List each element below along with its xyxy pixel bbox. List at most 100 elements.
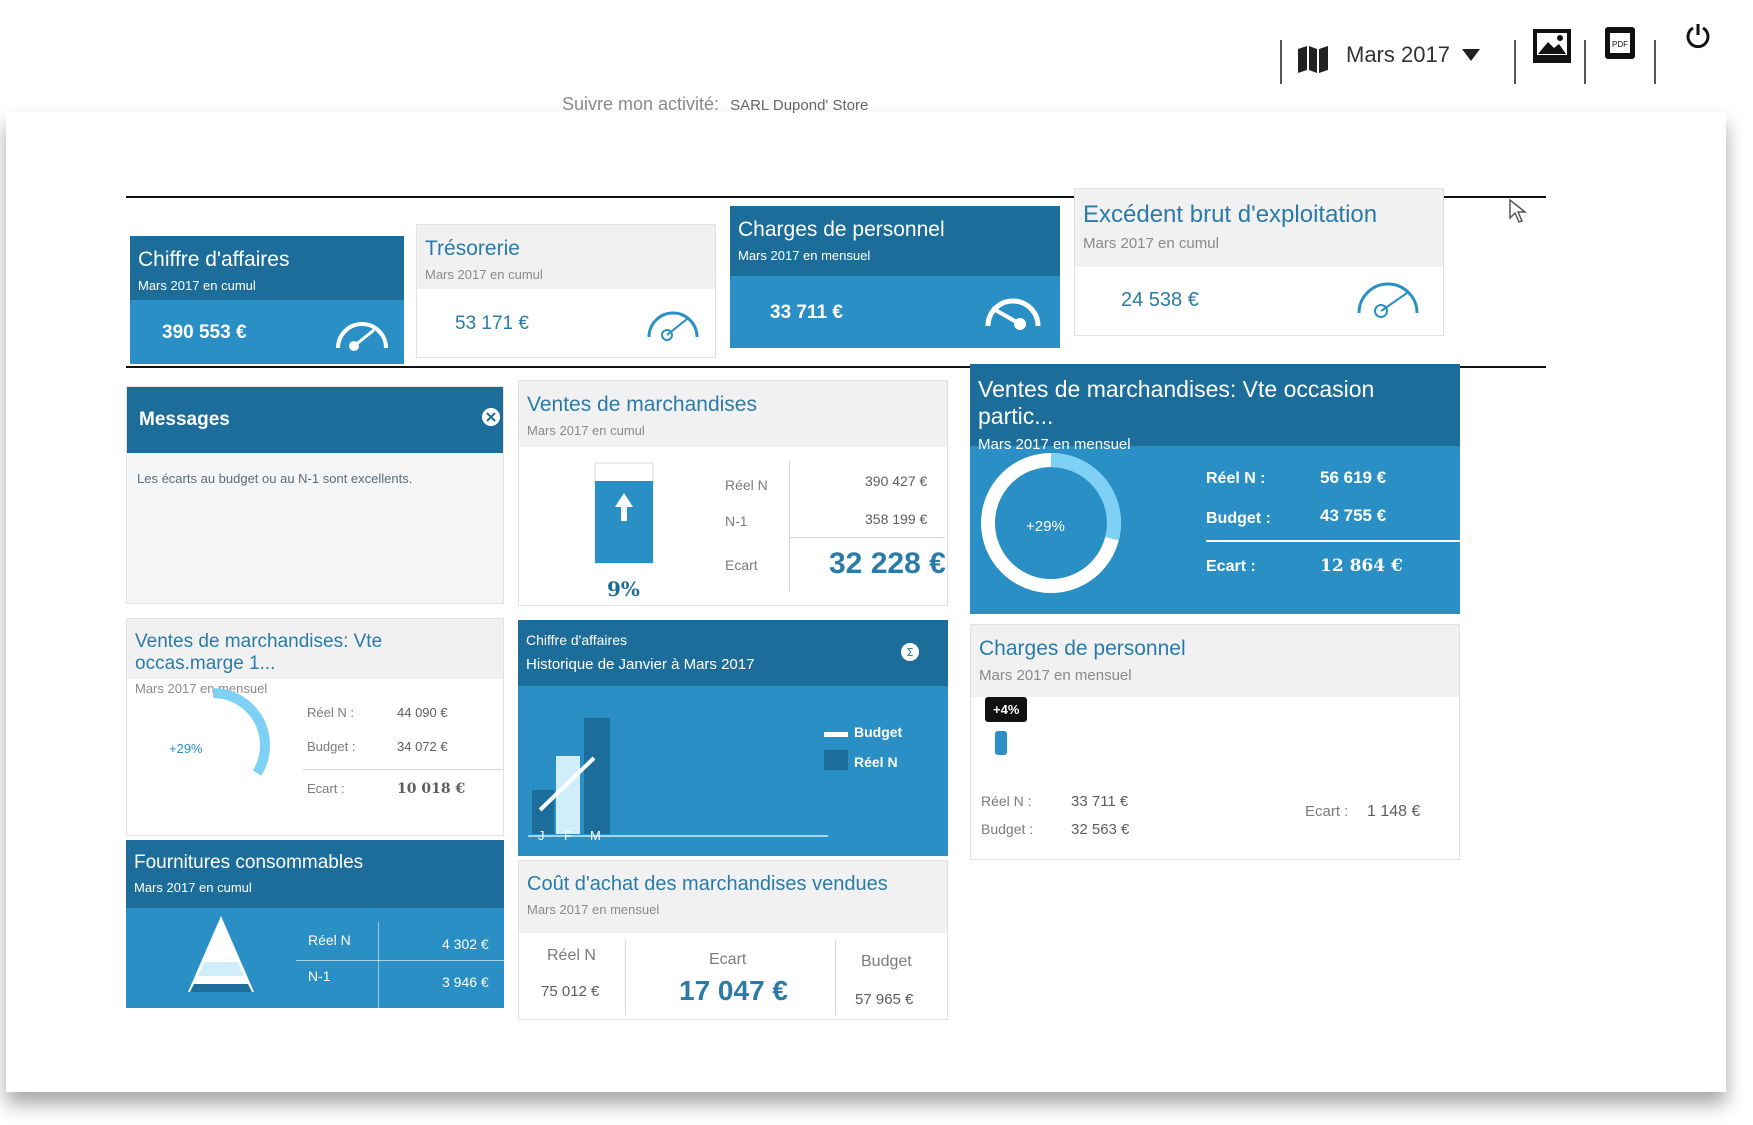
kpi-subtitle: Mars 2017 en cumul: [138, 278, 256, 293]
panel-title: Charges de personnel: [979, 637, 1186, 660]
tick-feb: F: [564, 828, 572, 843]
messages-text: Les écarts au budget ou au N-1 sont exce…: [137, 471, 413, 486]
kpi-subtitle: Mars 2017 en mensuel: [738, 248, 871, 263]
period-selector[interactable]: Mars 2017: [1346, 42, 1480, 68]
divider: [835, 941, 836, 1015]
label-reel: Réel N :: [1206, 470, 1266, 487]
cursor-icon: [1509, 198, 1528, 223]
budget-line: [538, 756, 596, 812]
label-reel: Réel N :: [307, 705, 354, 720]
bar-feb: [556, 756, 580, 834]
value-ecart: 32 228 €: [829, 547, 946, 580]
gauge-icon: [985, 298, 1041, 330]
kpi-excedent-brut[interactable]: Excédent brut d'exploitation Mars 2017 e…: [1074, 188, 1444, 336]
label-n1: N-1: [725, 513, 748, 529]
label-ecart: Ecart: [725, 557, 758, 573]
gauge-icon: [1357, 282, 1419, 318]
panel-title: Ventes de marchandises: Vte occas.marge …: [135, 631, 383, 674]
panel-subtitle: Historique de Janvier à Mars 2017: [526, 656, 755, 673]
toolbar-separator: [1654, 40, 1656, 84]
image-icon[interactable]: [1532, 28, 1572, 64]
label-n1: N-1: [308, 968, 331, 984]
divider: [625, 941, 626, 1015]
tick-mar: M: [590, 828, 601, 843]
kpi-value: 390 553 €: [162, 322, 247, 343]
panel-title: Ventes de marchandises: Vte occasion par…: [978, 376, 1375, 429]
label-ecart: Ecart :: [1305, 803, 1349, 820]
panel-title: Chiffre d'affaires: [526, 632, 627, 648]
panel-title: Ventes de marchandises: [527, 393, 757, 416]
kpi-title: Charges de personnel: [738, 218, 945, 241]
svg-text:Σ: Σ: [907, 646, 914, 659]
toolbar-separator: [1280, 40, 1282, 84]
sum-icon[interactable]: Σ: [900, 642, 920, 662]
kpi-tresorerie[interactable]: Trésorerie Mars 2017 en cumul 53 171 €: [416, 224, 716, 358]
subtitle-prefix: Suivre mon activité:: [562, 94, 720, 114]
gauge-icon: [647, 311, 699, 341]
value-reel: 56 619 €: [1320, 468, 1387, 487]
donut-pct: +29%: [1026, 518, 1065, 535]
kpi-title: Excédent brut d'exploitation: [1083, 201, 1378, 228]
cout-achat-panel[interactable]: Coût d'achat des marchandises vendues Ma…: [518, 860, 948, 1020]
vte-occasion-panel[interactable]: Ventes de marchandises: Vte occasion par…: [970, 364, 1460, 614]
donut-arc: [981, 453, 1121, 593]
value-reel: 390 427 €: [865, 473, 928, 489]
value-ecart: 12 864 €: [1320, 556, 1403, 576]
ventes-panel[interactable]: Ventes de marchandises Mars 2017 en cumu…: [518, 380, 948, 606]
divider: [303, 769, 503, 770]
value-reel: 44 090 €: [397, 705, 448, 720]
legend-budget-swatch: [824, 732, 848, 737]
kpi-chiffre-affaires[interactable]: Chiffre d'affaires Mars 2017 en cumul 39…: [130, 236, 404, 364]
label-ecart: Ecart :: [1206, 558, 1256, 575]
value-n1: 3 946 €: [442, 974, 489, 990]
label-reel: Réel N: [547, 947, 596, 964]
toolbar-separator: [1514, 40, 1516, 84]
divider: [296, 960, 504, 961]
value-budget: 34 072 €: [397, 739, 448, 754]
messages-panel: Messages Les écarts au budget ou au N-1 …: [126, 386, 504, 604]
label-budget: Budget :: [307, 739, 356, 754]
page-subtitle: Suivre mon activité: SARL Dupond' Store: [562, 94, 868, 115]
panel-title: Coût d'achat des marchandises vendues: [527, 873, 888, 895]
value-reel: 33 711 €: [1071, 793, 1129, 810]
kpi-value: 33 711 €: [770, 302, 843, 323]
panel-subtitle: Mars 2017 en cumul: [134, 880, 252, 895]
delta-badge: +4%: [985, 697, 1028, 722]
value-ecart: 17 047 €: [679, 975, 788, 1006]
divider: [1206, 540, 1460, 542]
value-budget: 43 755 €: [1320, 506, 1387, 525]
fournitures-panel[interactable]: Fournitures consommables Mars 2017 en cu…: [126, 840, 504, 1008]
panel-subtitle: Mars 2017 en mensuel: [527, 902, 660, 917]
map-icon[interactable]: [1296, 44, 1330, 74]
kpi-charges-personnel[interactable]: Charges de personnel Mars 2017 en mensue…: [730, 206, 1060, 348]
vte-marge-panel[interactable]: Ventes de marchandises: Vte occas.marge …: [126, 618, 504, 836]
label-budget: Budget :: [1206, 510, 1271, 527]
power-icon[interactable]: [1684, 22, 1712, 50]
kpi-title: Chiffre d'affaires: [138, 248, 290, 271]
label-budget: Budget :: [981, 821, 1034, 837]
value-budget: 57 965 €: [855, 991, 914, 1008]
donut-chart: [981, 453, 1121, 593]
gauge-icon: [336, 322, 388, 351]
pyramid-icon: [188, 916, 254, 992]
close-icon[interactable]: [481, 407, 501, 427]
value-n1: 358 199 €: [865, 511, 928, 527]
pdf-icon[interactable]: PDF: [1604, 26, 1636, 60]
toolbar-separator: [1584, 40, 1586, 84]
charges-panel[interactable]: Charges de personnel Mars 2017 en mensue…: [970, 624, 1460, 860]
label-reel: Réel N: [308, 932, 351, 948]
legend-reel-swatch: [824, 750, 848, 770]
label-reel: Réel N :: [981, 793, 1032, 809]
value-budget: 32 563 €: [1071, 821, 1130, 838]
history-bar-chart: [528, 718, 828, 837]
ventes-pct: 9%: [607, 577, 640, 601]
half-ring-chart: [212, 688, 271, 776]
value-ecart: 10 018 €: [397, 781, 466, 797]
period-label: Mars 2017: [1346, 42, 1450, 67]
kpi-subtitle: Mars 2017 en cumul: [1083, 235, 1219, 252]
kpi-value: 53 171 €: [455, 313, 529, 334]
value-ecart: 1 148 €: [1367, 803, 1421, 820]
chevron-down-icon: [1461, 49, 1480, 61]
historique-panel[interactable]: Chiffre d'affaires Historique de Janvier…: [518, 620, 948, 856]
divider: [378, 922, 379, 1008]
